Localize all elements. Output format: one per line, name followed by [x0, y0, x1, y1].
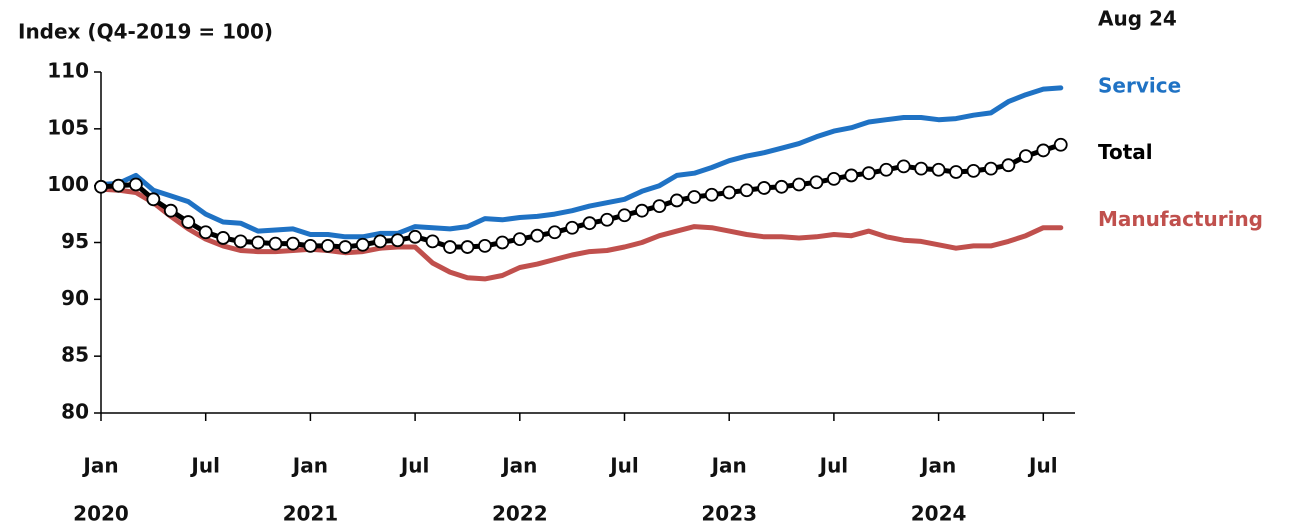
series-marker — [163, 203, 178, 218]
series-marker — [512, 232, 527, 246]
y-tick-label: 90 — [61, 286, 89, 310]
series-marker — [949, 165, 963, 179]
series-marker — [669, 193, 684, 208]
series-marker — [198, 225, 213, 240]
series-marker — [809, 175, 824, 190]
series-marker — [355, 237, 370, 252]
series-marker — [739, 183, 754, 198]
x-tick-label: Jan — [500, 454, 537, 478]
series-marker — [827, 171, 841, 186]
series-marker — [774, 179, 789, 194]
x-tick-label: Jul — [1027, 454, 1058, 478]
series-marker — [1036, 143, 1051, 158]
series-marker — [303, 239, 318, 253]
series-marker — [931, 162, 946, 177]
series-label: Manufacturing — [1098, 207, 1263, 231]
x-year-label: 2020 — [73, 502, 129, 526]
series-marker — [1001, 158, 1016, 173]
series-marker — [966, 163, 981, 178]
series-marker — [600, 212, 614, 227]
series-marker — [687, 190, 702, 204]
series-marker — [338, 240, 353, 254]
series-marker — [146, 192, 161, 207]
x-tick-label: Jan — [291, 454, 328, 478]
series-marker — [251, 235, 265, 250]
series-marker — [914, 161, 929, 176]
x-tick-label: Jul — [189, 454, 220, 478]
series-marker — [425, 234, 440, 249]
series-marker — [844, 168, 859, 183]
series-marker — [984, 161, 998, 176]
series-marker — [286, 236, 300, 251]
series-line — [98, 186, 1064, 282]
y-tick-label: 100 — [47, 172, 89, 196]
series-marker — [181, 215, 196, 229]
y-tick-label: 95 — [61, 229, 89, 253]
y-tick-label: 110 — [47, 59, 89, 83]
series-marker — [861, 166, 876, 181]
series-marker — [268, 236, 283, 251]
series-marker — [617, 208, 632, 223]
x-year-label: 2021 — [283, 502, 339, 526]
series-marker — [233, 234, 248, 249]
series-line — [98, 142, 1064, 250]
series-marker — [94, 179, 108, 194]
series-marker — [635, 203, 649, 218]
series-line — [98, 85, 1064, 240]
series-marker — [1018, 149, 1033, 164]
x-tick-label: Jan — [81, 454, 118, 478]
x-year-label: 2024 — [911, 502, 967, 526]
series-marker — [547, 225, 562, 240]
y-tick-label: 80 — [61, 400, 89, 424]
y-tick-label: 85 — [61, 343, 89, 367]
y-axis-label: Index (Q4-2019 = 100) — [18, 20, 273, 44]
series-marker — [390, 233, 405, 248]
series-label: Total — [1098, 140, 1153, 164]
series-marker — [216, 231, 231, 245]
x-tick-label: Jul — [608, 454, 639, 478]
series-marker — [757, 181, 771, 195]
series-label: Service — [1098, 73, 1181, 97]
series-marker — [565, 220, 580, 235]
series-marker — [128, 177, 143, 192]
series-marker — [792, 177, 806, 192]
x-tick-label: Jul — [818, 454, 849, 478]
series-marker — [722, 185, 737, 200]
x-tick-label: Jan — [919, 454, 956, 478]
x-year-label: 2022 — [492, 502, 548, 526]
y-tick-label: 105 — [47, 115, 89, 139]
series-marker — [460, 240, 475, 254]
series-marker — [879, 162, 894, 177]
series-marker — [896, 159, 911, 174]
series-marker — [443, 240, 457, 254]
series-marker — [408, 229, 423, 244]
x-year-label: 2023 — [701, 502, 757, 526]
series-marker — [320, 239, 335, 253]
series-marker — [111, 178, 126, 193]
series-marker — [582, 216, 597, 231]
series-marker — [1053, 137, 1068, 152]
series-marker — [373, 234, 388, 249]
chart-title: Aug 24 — [1098, 7, 1177, 31]
series-marker — [704, 187, 719, 202]
series-marker — [652, 199, 667, 214]
x-tick-label: Jul — [399, 454, 430, 478]
series-marker — [495, 235, 510, 250]
series-marker — [530, 228, 545, 243]
x-tick-label: Jan — [710, 454, 747, 478]
series-marker — [477, 239, 492, 253]
